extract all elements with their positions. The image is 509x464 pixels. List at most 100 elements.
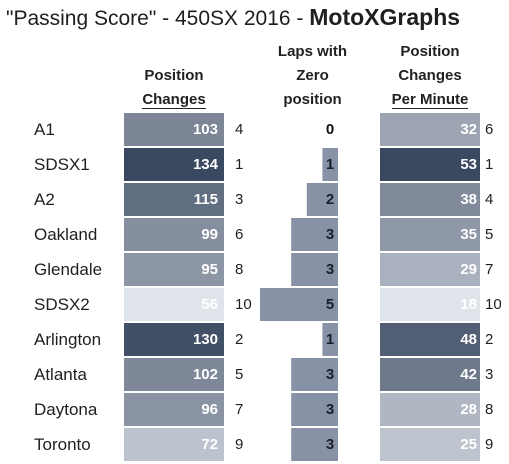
per-minute-value: 18 xyxy=(460,296,477,313)
zero-laps-bar xyxy=(291,358,338,391)
position-changes-cell xyxy=(124,183,224,216)
per-minute-value: 25 xyxy=(460,436,477,453)
zero-laps-bar xyxy=(260,288,338,321)
position-changes-rank: 8 xyxy=(235,261,243,278)
position-changes-cell xyxy=(124,323,224,356)
row-label: Toronto xyxy=(34,435,91,454)
position-changes-value: 95 xyxy=(201,261,218,278)
position-changes-cell xyxy=(124,358,224,391)
per-minute-value: 29 xyxy=(460,261,477,278)
row-label: SDSX1 xyxy=(34,155,90,174)
position-changes-rank: 1 xyxy=(235,156,243,173)
zero-laps-value: 2 xyxy=(326,191,334,208)
per-minute-value: 35 xyxy=(460,226,477,243)
position-changes-rank: 9 xyxy=(235,436,243,453)
per-minute-cell xyxy=(380,183,480,216)
header-position-changes-line1: Position xyxy=(144,67,204,84)
header-zero-laps-line3: position xyxy=(283,91,342,108)
header-position-changes-line2: Changes xyxy=(142,91,206,109)
per-minute-cell xyxy=(380,253,480,286)
header-zero-laps-line2: Zero xyxy=(296,67,329,84)
position-changes-value: 56 xyxy=(201,296,218,313)
per-minute-rank: 3 xyxy=(485,366,493,383)
header-per-minute-line1: Position xyxy=(400,43,460,60)
chart-title: "Passing Score" - 450SX 2016 - MotoXGrap… xyxy=(6,4,460,31)
per-minute-cell xyxy=(380,393,480,426)
position-changes-cell xyxy=(124,218,224,251)
position-changes-value: 96 xyxy=(201,401,218,418)
per-minute-cell xyxy=(380,218,480,251)
per-minute-rank: 9 xyxy=(485,436,493,453)
position-changes-value: 115 xyxy=(194,191,218,208)
per-minute-value: 38 xyxy=(460,191,477,208)
position-changes-value: 134 xyxy=(193,156,219,173)
header-zero-laps-line1: Laps with xyxy=(277,43,348,60)
position-changes-value: 72 xyxy=(201,436,218,453)
position-changes-cell xyxy=(124,148,224,181)
header-position-changes: Position Changes xyxy=(124,64,224,112)
position-changes-value: 102 xyxy=(193,366,218,383)
per-minute-rank: 4 xyxy=(485,191,493,208)
per-minute-cell xyxy=(380,288,480,321)
position-changes-rank: 4 xyxy=(235,121,243,138)
per-minute-rank: 1 xyxy=(485,156,493,173)
per-minute-cell xyxy=(380,358,480,391)
per-minute-rank: 10 xyxy=(485,296,502,313)
zero-laps-value: 3 xyxy=(326,366,334,383)
row-label: Arlington xyxy=(34,330,101,349)
zero-laps-bar xyxy=(306,183,338,216)
zero-laps-value: 3 xyxy=(326,436,334,453)
zero-laps-value: 1 xyxy=(326,156,334,173)
position-changes-cell xyxy=(124,288,224,321)
row-label: Oakland xyxy=(34,225,97,244)
zero-laps-bar xyxy=(291,428,338,461)
row-label: SDSX2 xyxy=(34,295,90,314)
per-minute-cell xyxy=(380,323,480,356)
header-zero-laps: Laps with Zero position xyxy=(255,40,370,112)
per-minute-value: 53 xyxy=(460,156,477,173)
zero-laps-bar xyxy=(291,218,338,251)
zero-laps-bar xyxy=(291,253,338,286)
zero-laps-value: 3 xyxy=(326,401,334,418)
position-changes-rank: 6 xyxy=(235,226,243,243)
per-minute-value: 32 xyxy=(460,121,477,138)
position-changes-rank: 5 xyxy=(235,366,243,383)
position-changes-cell xyxy=(124,428,224,461)
per-minute-rank: 2 xyxy=(485,331,493,348)
position-changes-cell xyxy=(124,393,224,426)
position-changes-value: 103 xyxy=(193,121,218,138)
header-per-minute: Position Changes Per Minute xyxy=(378,40,482,112)
per-minute-rank: 8 xyxy=(485,401,493,418)
per-minute-cell xyxy=(380,148,480,181)
per-minute-cell xyxy=(380,113,480,146)
zero-laps-bar xyxy=(322,148,338,181)
per-minute-rank: 7 xyxy=(485,261,493,278)
per-minute-value: 42 xyxy=(460,366,477,383)
zero-laps-value: 3 xyxy=(326,226,334,243)
zero-laps-value: 0 xyxy=(326,121,334,138)
per-minute-value: 48 xyxy=(460,331,477,348)
header-per-minute-line3: Per Minute xyxy=(391,91,469,109)
zero-laps-value: 1 xyxy=(326,331,334,348)
position-changes-rank: 3 xyxy=(235,191,243,208)
position-changes-value: 99 xyxy=(201,226,218,243)
position-changes-cell xyxy=(124,113,224,146)
row-label: Atlanta xyxy=(34,365,87,384)
title-brand: MotoXGraphs xyxy=(309,4,461,30)
title-main: "Passing Score" - 450SX 2016 - xyxy=(6,7,310,30)
zero-laps-value: 3 xyxy=(326,261,334,278)
position-changes-rank: 7 xyxy=(235,401,243,418)
row-label: A2 xyxy=(34,190,55,209)
zero-laps-value: 5 xyxy=(326,296,334,313)
row-label: Daytona xyxy=(34,400,98,419)
row-label: Glendale xyxy=(34,260,102,279)
position-changes-rank: 10 xyxy=(235,296,252,313)
header-per-minute-line2: Changes xyxy=(398,67,462,84)
position-changes-value: 130 xyxy=(193,331,218,348)
row-label: A1 xyxy=(34,120,55,139)
zero-laps-bar xyxy=(322,323,338,356)
zero-laps-bar xyxy=(291,393,338,426)
per-minute-rank: 6 xyxy=(485,121,493,138)
position-changes-cell xyxy=(124,253,224,286)
